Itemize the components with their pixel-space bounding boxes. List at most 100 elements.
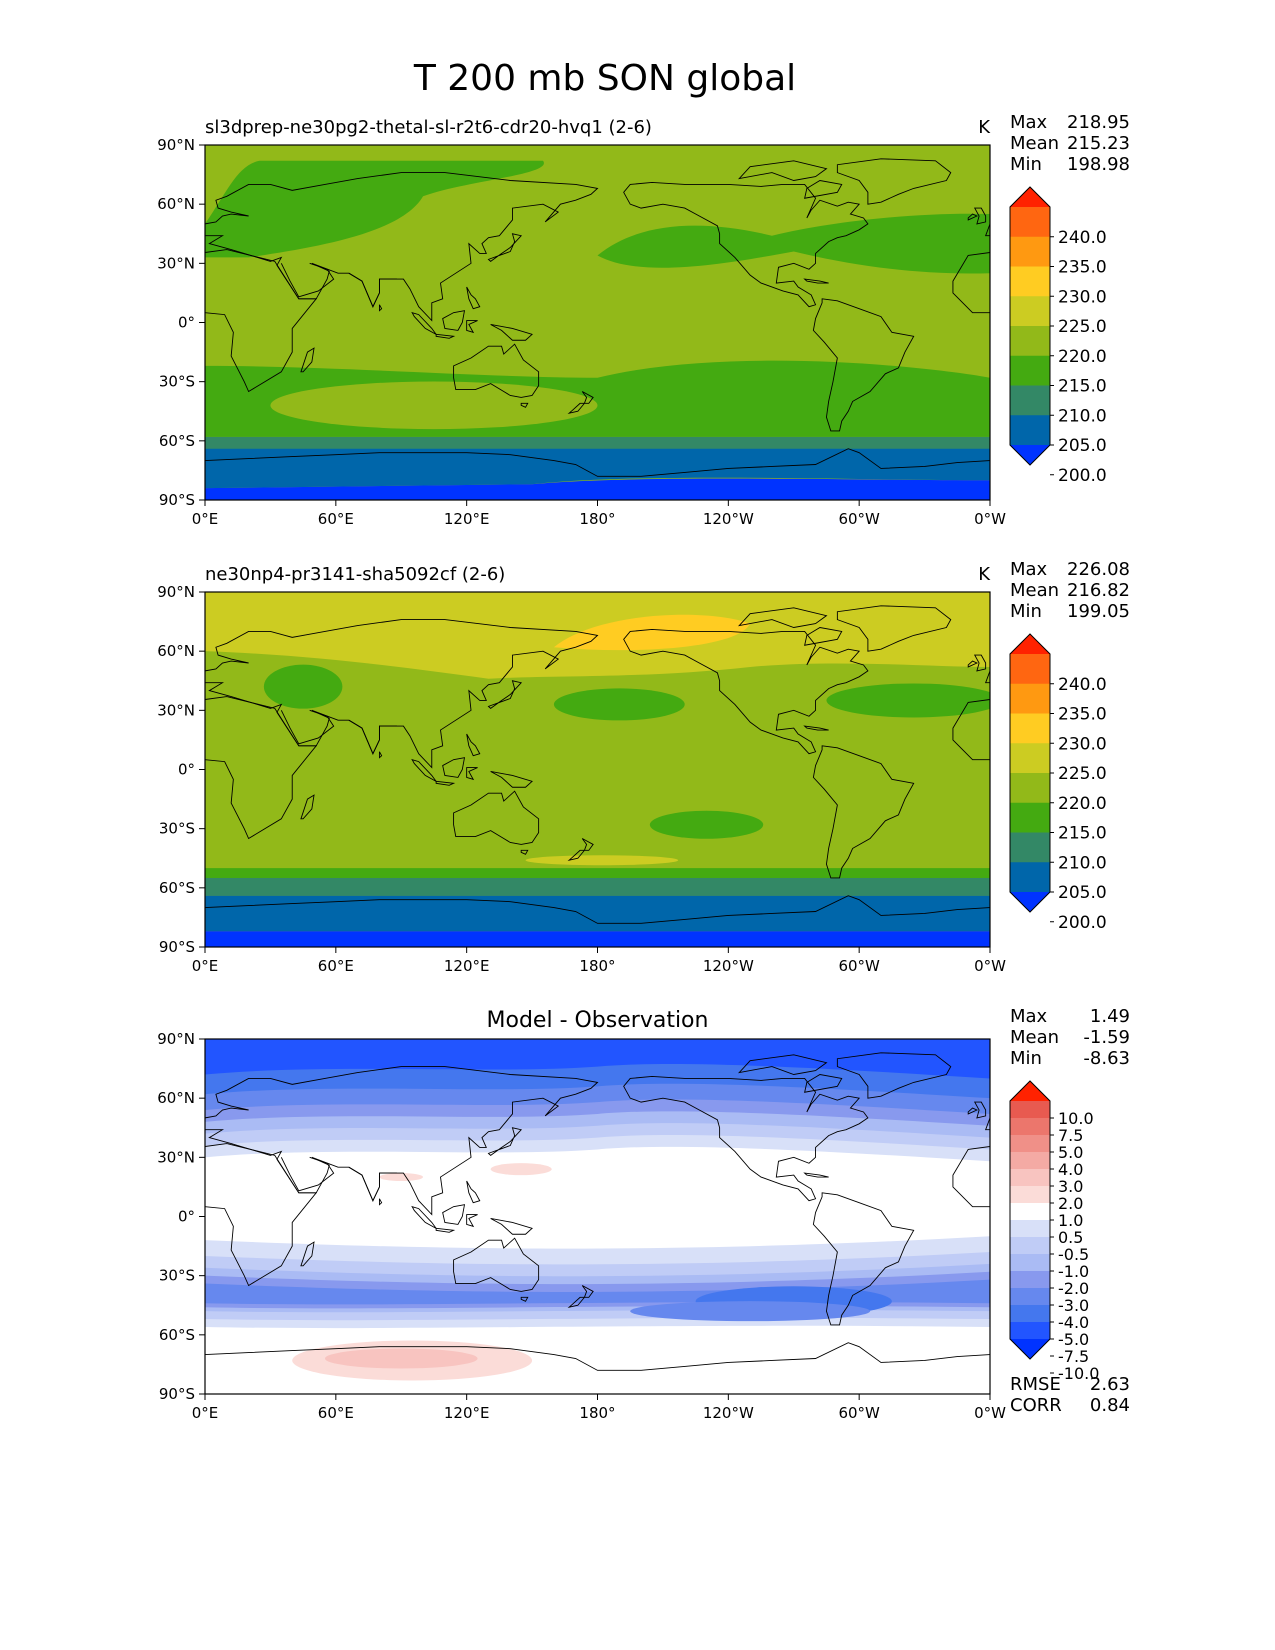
figure-title: T 200 mb SON global (413, 58, 796, 99)
lat-tick-label: 90°N (157, 136, 195, 154)
map-panel-3: 90°N 60°N 30°N 0° 30°S 60°S 90°S0°E 60°E 120°E 18… (157, 1006, 1130, 1422)
metrics-block: RMSE 2.63 CORR 0.84 (1010, 1374, 1130, 1416)
map-field (205, 145, 990, 500)
colorbar-label: 220.0 (1058, 347, 1107, 367)
colorbar-segment (1010, 683, 1050, 714)
stat-label: Min (1010, 154, 1042, 175)
colorbar-label: -1.0 (1058, 1262, 1089, 1281)
colorbar-segment (1010, 1254, 1050, 1272)
colorbar-segment (1010, 355, 1050, 386)
lat-tick-label: 90°S (159, 1385, 195, 1403)
colorbar-label: 230.0 (1058, 734, 1107, 754)
colorbar-segment (1010, 1322, 1050, 1340)
lon-tick-label: 180° (579, 510, 615, 528)
stat-label: Min (1010, 1048, 1042, 1069)
stat-value: 226.08 (1067, 559, 1130, 580)
colorbar-segment (1010, 236, 1050, 267)
map-field (205, 592, 990, 947)
lon-tick-label: 0°W (974, 510, 1006, 528)
colorbar-segment (1010, 266, 1050, 297)
lon-tick-label: 120°W (703, 957, 754, 975)
map-field (205, 1039, 990, 1394)
colorbar-extend-min (1010, 445, 1050, 465)
colorbar-label: 4.0 (1058, 1160, 1083, 1179)
colorbar-segment (1010, 296, 1050, 327)
panel-subtitle: sl3dprep-ne30pg2-thetal-sl-r2t6-cdr20-hv… (205, 117, 652, 138)
colorbar-label: -10.0 (1058, 1364, 1099, 1383)
colorbar-segment (1010, 1271, 1050, 1289)
colorbar-extend-min (1010, 1339, 1050, 1359)
lat-tick-label: 90°N (157, 583, 195, 601)
stat-value: 198.98 (1067, 154, 1130, 175)
panel-units: K (978, 564, 991, 585)
stat-label: Mean (1010, 580, 1059, 601)
lon-tick-label: 60°E (318, 957, 354, 975)
colorbar-segment (1010, 743, 1050, 774)
colorbar-segment (1010, 1203, 1050, 1221)
colorbar-label: 240.0 (1058, 228, 1107, 248)
lat-tick-label: 30°N (157, 1148, 195, 1166)
map-panel-2: 90°N 60°N 30°N 0° 30°S 60°S 90°S0°E 60°E 120°E 18… (157, 559, 1130, 975)
colorbar-label: 240.0 (1058, 675, 1107, 695)
lon-tick-label: 120°E (444, 510, 490, 528)
stat-label: Mean (1010, 1027, 1059, 1048)
colorbar-label: 220.0 (1058, 794, 1107, 814)
lon-tick-label: 120°E (444, 1404, 490, 1422)
lon-tick-label: 180° (579, 957, 615, 975)
colorbar-segment (1010, 1135, 1050, 1153)
colorbar-label: 0.5 (1058, 1228, 1083, 1247)
colorbar-segment (1010, 1152, 1050, 1170)
lon-tick-label: 60°E (318, 1404, 354, 1422)
colorbar-label: -4.0 (1058, 1313, 1089, 1332)
stat-label: Max (1010, 112, 1048, 133)
colorbar-label: 205.0 (1058, 883, 1107, 903)
colorbar-extend-max (1010, 634, 1050, 654)
stat-label: Mean (1010, 133, 1059, 154)
panel-units: K (978, 117, 991, 138)
colorbar-label: 215.0 (1058, 377, 1107, 397)
colorbar-label: -5.0 (1058, 1330, 1089, 1349)
colorbar-label: 235.0 (1058, 258, 1107, 278)
colorbar-segment (1010, 862, 1050, 893)
colorbar: 240.0 235.0 230.0 225.0 220.0 215.0 210.0 205.0… (1009, 633, 1107, 933)
colorbar-segment (1010, 1288, 1050, 1306)
colorbar-extend-min (1010, 892, 1050, 912)
colorbar-segment (1010, 1186, 1050, 1204)
colorbar-segment (1010, 654, 1050, 685)
stat-value: -1.59 (1083, 1027, 1130, 1048)
map-panel-1: 90°N 60°N 30°N 0° 30°S 60°S 90°S0°E 60°E 120°E 18… (157, 112, 1130, 528)
stats-block: Max 1.49 Mean -1.59 Min -8.63 (1010, 1006, 1130, 1069)
lat-tick-label: 0° (178, 1208, 195, 1226)
colorbar-extend-max (1010, 1081, 1050, 1101)
lat-tick-label: 60°N (157, 642, 195, 660)
stat-value: 216.82 (1067, 580, 1130, 601)
lat-tick-label: 30°S (159, 820, 195, 838)
colorbar-label: 225.0 (1058, 764, 1107, 784)
lat-tick-label: 90°N (157, 1030, 195, 1048)
colorbar-segment (1010, 415, 1050, 446)
colorbar-label: 5.0 (1058, 1143, 1083, 1162)
colorbar: 10.07.55.04.03.02.01.00.5-0.5-1.0-2.0-3.… (1009, 1080, 1099, 1383)
lat-tick-label: 0° (178, 314, 195, 332)
rmse-label: RMSE (1010, 1374, 1061, 1395)
lon-tick-label: 120°W (703, 510, 754, 528)
lon-tick-label: 0°W (974, 957, 1006, 975)
stat-value: 215.23 (1067, 133, 1130, 154)
lon-tick-label: 180° (579, 1404, 615, 1422)
lon-tick-label: 0°E (192, 510, 219, 528)
lon-tick-label: 0°E (192, 1404, 219, 1422)
colorbar-extend-max (1010, 187, 1050, 207)
stats-block: Max 226.08 Mean 216.82 Min 199.05 (1010, 559, 1130, 622)
colorbar-label: 205.0 (1058, 436, 1107, 456)
colorbar-label: 200.0 (1058, 466, 1107, 486)
lat-tick-label: 30°N (157, 254, 195, 272)
colorbar-segment (1010, 832, 1050, 863)
lat-tick-label: 60°N (157, 1089, 195, 1107)
colorbar-label: 7.5 (1058, 1126, 1083, 1145)
rmse-value: 2.63 (1090, 1374, 1130, 1395)
colorbar-label: 200.0 (1058, 913, 1107, 933)
lat-tick-label: 60°S (159, 1326, 195, 1344)
panel-title: Model - Observation (487, 1008, 709, 1033)
colorbar-label: 225.0 (1058, 317, 1107, 337)
